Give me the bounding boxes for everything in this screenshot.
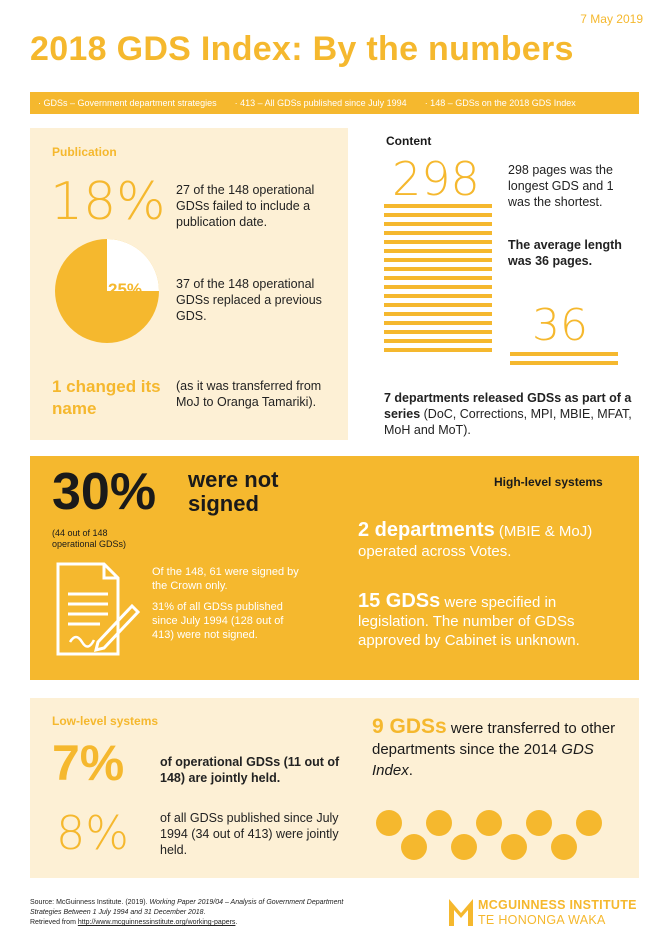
pages-bars-long (384, 204, 492, 357)
jointly-held-pct-2: 8% (56, 806, 129, 860)
logo-maori-name: TE HONONGA WAKA (478, 913, 606, 927)
strip-item: · 413 – All GDSs published since July 19… (234, 98, 407, 108)
page-title: 2018 GDS Index: By the numbers (30, 30, 574, 68)
source-line-1: Source: McGuinness Institute. (2019). (30, 899, 150, 906)
series-bold: 7 departments released GDSs as part of a… (384, 391, 632, 421)
high-level-heading: High-level systems (494, 475, 603, 489)
gds-dot (476, 810, 502, 836)
mcguinness-logo-icon (449, 899, 473, 926)
changed-name-text: (as it was transferred from MoJ to Orang… (176, 379, 322, 409)
average-pages-number: 36 (532, 300, 588, 351)
jointly-held-text-2: of all GDSs published since July 1994 (3… (160, 811, 339, 857)
low-level-heading: Low-level systems (52, 714, 159, 728)
definitions-strip: · GDSs – Government department strategie… (30, 92, 639, 114)
transferred-count: 9 GDSs (372, 715, 447, 738)
signed-panel (30, 456, 639, 680)
page-bar (510, 361, 618, 365)
gds-dot (451, 834, 477, 860)
publication-heading: Publication (52, 145, 117, 159)
legislation-text: 15 GDSs were specified in legislation. T… (358, 590, 624, 650)
page-bar (384, 348, 492, 352)
low-level-panel (30, 698, 639, 878)
page-bar (384, 285, 492, 289)
source-line-1-end: . (203, 909, 206, 916)
gds-dot (526, 810, 552, 836)
strip-item: · 148 – GDSs on the 2018 GDS Index (424, 98, 576, 108)
page-bar (384, 267, 492, 271)
series-text: 7 departments released GDSs as part of a… (384, 390, 634, 438)
departments-votes-text: 2 departments (MBIE & MoJ) operated acro… (358, 520, 624, 562)
transferred-index: GDS Index (372, 741, 594, 779)
longest-pages-text: 298 pages was the longest GDS and 1 was … (508, 163, 614, 209)
departments-rest: operated across Votes. (358, 543, 512, 560)
page-bar (384, 231, 492, 235)
page-bar (384, 249, 492, 253)
legislation-count: 15 GDSs (358, 590, 441, 612)
page-bar (384, 240, 492, 244)
page-bar (384, 213, 492, 217)
pie-label: 25% (108, 280, 143, 299)
transferred-rest: were transferred to other departments si… (372, 720, 616, 758)
page-bar (384, 222, 492, 226)
longest-pages-number: 298 (392, 152, 480, 206)
legislation-rest: were specified in legislation. The numbe… (358, 594, 580, 649)
signed-text-1: Of the 148, 61 were signed by the Crown … (152, 566, 299, 592)
gds-dot (576, 810, 602, 836)
not-signed-label: were not signed (188, 467, 279, 516)
departments-paren: (MBIE & MoJ) (494, 523, 593, 540)
pages-bars-short (510, 352, 618, 370)
source-citation: Source: McGuinness Institute. (2019). Wo… (30, 898, 360, 928)
transferred-end: . (408, 762, 413, 779)
source-link[interactable]: http://www.mcguinnessinstitute.org/worki… (77, 919, 236, 926)
changed-name-stat: 1 changed its name (52, 377, 161, 418)
page-bar (384, 321, 492, 325)
logo-name: MCGUINNESS INSTITUTE (478, 898, 637, 912)
source-line-2-end: . (235, 919, 238, 926)
gds-dot (551, 834, 577, 860)
signed-text-2: 31% of all GDSs published since July 199… (152, 601, 284, 641)
publication-pct: 18% (50, 172, 166, 232)
transferred-dots (370, 806, 630, 866)
source-line-2: Retrieved from (30, 919, 78, 926)
replaced-pie-chart (55, 239, 159, 343)
page-bar (384, 312, 492, 316)
series-rest: (DoC, Corrections, MPI, MBIE, MFAT, MoH … (384, 407, 632, 437)
not-signed-pct: 30% (52, 463, 157, 521)
page-bar (384, 330, 492, 334)
jointly-held-pct-1: 7% (52, 735, 125, 791)
departments-count: 2 departments (358, 519, 495, 541)
gds-dot (501, 834, 527, 860)
pie-text: 37 of the 148 operational GDSs replaced … (176, 277, 322, 323)
page-bar (510, 352, 618, 356)
page-bar (384, 339, 492, 343)
page-bar (384, 204, 492, 208)
strip-item: · GDSs – Government department strategie… (38, 98, 217, 108)
pie-slice-replaced (107, 239, 159, 291)
average-length-text: The average length was 36 pages. (508, 238, 622, 268)
publication-pct-text: 27 of the 148 operational GDSs failed to… (176, 183, 315, 229)
not-signed-sub: (44 out of 148 operational GDSs) (52, 528, 127, 549)
signed-document-icon (56, 562, 141, 656)
page-bar (384, 294, 492, 298)
source-title: Working Paper 2019/04 – Analysis of Gove… (30, 899, 344, 916)
page-bar (384, 258, 492, 262)
content-heading: Content (386, 134, 432, 148)
gds-dot (426, 810, 452, 836)
page-bar (384, 276, 492, 280)
gds-dot (376, 810, 402, 836)
jointly-held-text-1: of operational GDSs (11 out of 148) are … (160, 755, 340, 785)
page-bar (384, 303, 492, 307)
transferred-text: 9 GDSs were transferred to other departm… (372, 716, 634, 781)
publish-date: 7 May 2019 (580, 12, 643, 26)
gds-dot (401, 834, 427, 860)
